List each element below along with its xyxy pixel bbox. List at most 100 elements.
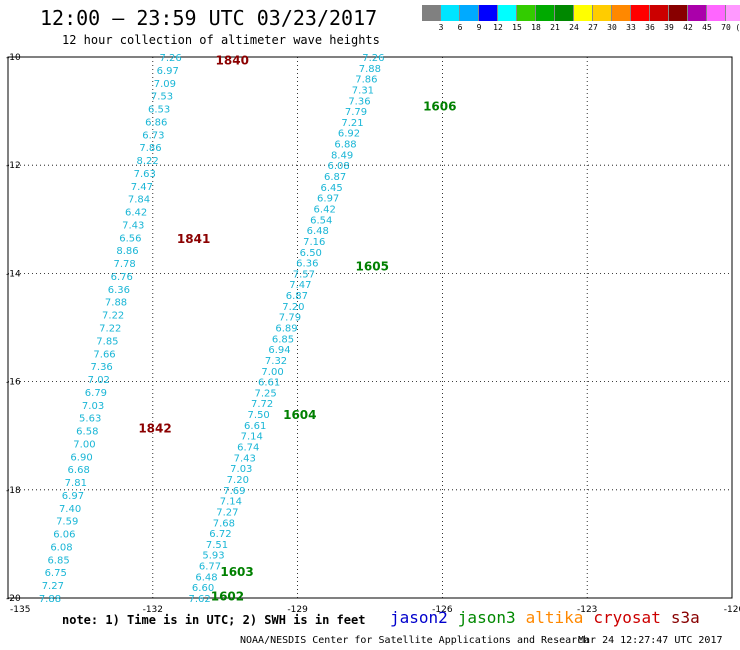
color-swatch (631, 5, 650, 21)
wave-height-value: 6.87 (324, 172, 346, 183)
color-scale-label: 15 (512, 23, 522, 32)
lat-tick-label: -14 (6, 269, 21, 279)
color-scale-label: 6 (457, 23, 463, 32)
color-swatch (422, 5, 441, 21)
wave-height-value: 6.50 (300, 248, 322, 259)
wave-height-value: 7.36 (348, 96, 370, 107)
wave-height-value: 7.32 (265, 356, 287, 367)
lat-tick-label: -20 (6, 594, 21, 604)
color-scale-label: 24 (569, 23, 579, 32)
wave-height-value: 7.51 (206, 540, 228, 551)
wave-height-value: 8.86 (116, 246, 138, 257)
wave-height-value: 7.66 (93, 349, 115, 360)
pass-time-label: 1604 (283, 408, 316, 422)
wave-height-value: 7.78 (114, 259, 136, 270)
wave-height-value: 6.36 (296, 259, 318, 270)
color-swatch (669, 5, 688, 21)
lon-tick-label: -126 (432, 605, 453, 615)
wave-height-value: 7.81 (65, 478, 87, 489)
wave-height-value: 7.85 (96, 336, 118, 347)
wave-height-value: 7.47 (289, 280, 311, 291)
wave-height-value: 7.86 (139, 143, 161, 154)
color-swatch (707, 5, 726, 21)
wave-height-value: 7.14 (241, 432, 263, 443)
wave-height-value: 7.00 (73, 439, 95, 450)
wave-height-value: 7.21 (341, 118, 363, 129)
color-scale-label: 39 (664, 23, 674, 32)
legend-s3a: s3a (670, 608, 700, 627)
wave-height-value: 8.49 (331, 150, 353, 161)
legend-cryosat: cryosat (593, 608, 661, 627)
wave-height-value: 7.27 (216, 507, 238, 518)
wave-height-value: 7.09 (154, 79, 176, 90)
wave-height-value: 7.25 (254, 388, 276, 399)
wave-height-value: 6.60 (192, 583, 214, 594)
wave-height-value: 7.43 (234, 453, 256, 464)
wave-height-value: 6.77 (199, 562, 221, 573)
credit-text: NOAA/NESDIS Center for Satellite Applica… (240, 635, 590, 646)
wave-height-value: 7.26 (159, 53, 181, 64)
wave-height-value: 7.43 (122, 220, 144, 231)
wave-height-value: 7.50 (248, 410, 270, 421)
wave-height-value: 6.92 (338, 129, 360, 140)
wave-height-value: 6.42 (314, 204, 336, 215)
wave-height-value: 6.97 (317, 194, 339, 205)
wave-height-value: 6.87 (286, 291, 308, 302)
color-scale-label: 33 (626, 23, 636, 32)
wave-height-value: 7.57 (293, 269, 315, 280)
wave-height-value: 7.84 (128, 195, 150, 206)
legend-altika: altika (525, 608, 584, 627)
wave-height-value: 6.97 (62, 491, 84, 502)
wave-height-value: 7.53 (151, 92, 173, 103)
map-frame (7, 56, 733, 599)
lat-tick-label: -18 (6, 486, 21, 496)
wave-height-value: 7.68 (213, 518, 235, 529)
color-swatch (460, 5, 479, 21)
wave-height-value: 6.85 (47, 555, 69, 566)
color-scale-label: 12 (493, 23, 503, 32)
wave-height-value: 6.90 (70, 452, 92, 463)
wave-height-value: 7.86 (355, 75, 377, 86)
color-scale-label: 36 (645, 23, 655, 32)
wave-height-value: 7.03 (82, 401, 104, 412)
wave-height-value: 7.14 (220, 497, 242, 508)
wave-height-value: 7.79 (345, 107, 367, 118)
wave-height-value: 6.48 (307, 226, 329, 237)
wave-height-value: 7.20 (227, 475, 249, 486)
pass-time-label: 1841 (177, 232, 210, 246)
wave-height-value: 7.40 (59, 504, 81, 515)
pass-time-label: 1606 (423, 100, 456, 114)
wave-height-value: 6.53 (148, 105, 170, 116)
lat-tick-label: -12 (6, 161, 21, 171)
color-swatch (479, 5, 498, 21)
wave-height-value: 6.74 (237, 443, 259, 454)
wave-height-value: 6.48 (195, 572, 217, 583)
lon-tick-label: -123 (577, 605, 597, 615)
wave-height-value: 7.88 (39, 594, 61, 605)
wave-height-value: 6.58 (76, 427, 98, 438)
color-scale-bar (422, 5, 740, 21)
footer-note: note: 1) Time is in UTC; 2) SWH is in fe… (62, 613, 366, 627)
wave-height-value: 7.31 (352, 85, 374, 96)
wave-height-value: 7.88 (359, 64, 381, 75)
wave-height-value: 6.97 (157, 66, 179, 77)
color-scale-label: 21 (550, 23, 560, 32)
wave-height-value: 7.03 (230, 464, 252, 475)
color-scale-label: (ft) (735, 23, 740, 32)
color-swatch (555, 5, 574, 21)
wave-height-value: 8.22 (137, 156, 159, 167)
color-scale-label: 30 (607, 23, 617, 32)
wave-height-value: 6.85 (272, 334, 294, 345)
legend-jason2: jason2 (390, 608, 448, 627)
color-scale-label: 45 (702, 23, 712, 32)
wave-height-value: 7.16 (303, 237, 325, 248)
wave-height-value: 6.54 (310, 215, 332, 226)
wave-height-value: 6.61 (244, 421, 266, 432)
wave-height-value: 6.45 (321, 183, 343, 194)
pass-time-label: 1840 (216, 54, 249, 68)
color-swatch (574, 5, 593, 21)
wave-height-value: 6.08 (327, 161, 349, 172)
pass-time-label: 1605 (356, 259, 389, 273)
color-swatch (441, 5, 460, 21)
